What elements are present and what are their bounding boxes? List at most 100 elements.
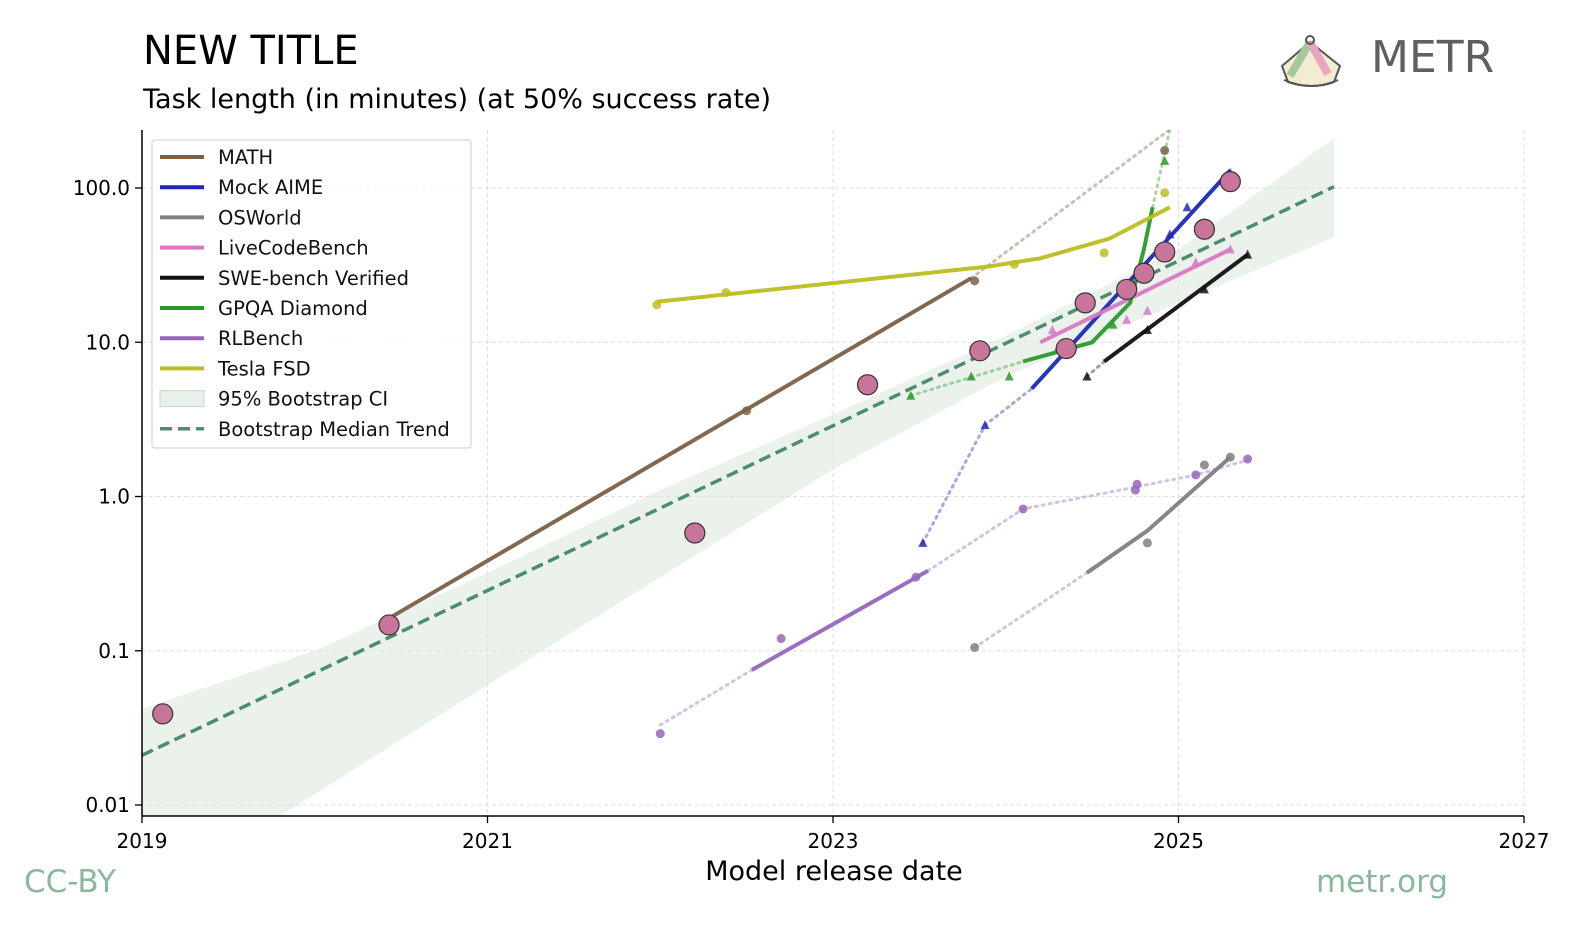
gpqa-diamond-point xyxy=(1160,155,1170,165)
legend-box xyxy=(151,139,472,449)
brand-name: METR xyxy=(1371,32,1495,83)
chart-subtitle: Task length (in minutes) (at 50% success… xyxy=(143,84,772,115)
legend-label: MATH xyxy=(218,146,273,169)
gpqa-diamond-point xyxy=(1108,319,1118,329)
series-points xyxy=(382,146,1253,739)
livecodebench-fit-line xyxy=(1039,247,1232,345)
brand-logo: METR xyxy=(1276,30,1506,92)
gpqa-diamond-point xyxy=(906,390,916,400)
rlbench-point xyxy=(1191,470,1201,480)
site-link[interactable]: metr.org xyxy=(1316,864,1449,900)
mock-aime-point xyxy=(1182,202,1192,212)
math-fit-line xyxy=(386,276,973,622)
headline-point xyxy=(856,374,879,396)
math-point xyxy=(1160,146,1170,156)
swe-bench-verified-point xyxy=(1199,284,1209,294)
gpqa-diamond-point xyxy=(1004,371,1014,381)
metr-logo-icon xyxy=(1280,35,1342,87)
license-label: CC-BY xyxy=(24,864,116,900)
headline-point xyxy=(152,703,174,725)
headline-point xyxy=(1074,292,1096,314)
headline-points xyxy=(152,171,1241,725)
headline-point xyxy=(969,340,991,362)
tesla-fsd-point xyxy=(721,288,731,298)
headline-point xyxy=(1154,241,1176,263)
rlbench-point xyxy=(1243,454,1253,464)
x-tick-label: 2023 xyxy=(808,829,859,853)
legend-label: SWE-bench Verified xyxy=(218,267,409,290)
livecodebench-point xyxy=(1225,244,1235,254)
gpqa-diamond-extension xyxy=(909,360,1025,398)
osworld-point xyxy=(1225,452,1235,462)
swe-bench-verified-extension xyxy=(1085,360,1106,378)
series-fit-lines xyxy=(386,130,1250,727)
livecodebench-point xyxy=(1122,314,1132,324)
mock-aime-point xyxy=(980,420,990,430)
math-extension xyxy=(969,130,1172,280)
tesla-fsd-point xyxy=(652,300,662,310)
ci-band xyxy=(142,138,1334,816)
rlbench-point xyxy=(776,634,786,644)
swe-bench-verified-point xyxy=(1243,249,1253,259)
legend-label: OSWorld xyxy=(218,206,302,229)
x-tick-label: 2019 xyxy=(117,829,168,853)
tesla-fsd-point xyxy=(1099,248,1109,258)
x-tick-label: 2021 xyxy=(462,829,513,853)
y-tick-label: 0.01 xyxy=(85,793,130,817)
x-axis-label: Model release date xyxy=(705,856,963,887)
headline-point xyxy=(1193,218,1216,240)
rlbench-extension xyxy=(658,668,754,727)
legend: MATH Mock AIME OSWorld LiveCodeBench SWE-ben… xyxy=(151,139,472,449)
axes: 2019 2021 2023 2025 2027 0.01 0.1 1.0 10.0 100.0 xyxy=(73,130,1550,853)
swe-bench-verified-point xyxy=(1142,325,1152,335)
rlbench-point xyxy=(1018,504,1028,514)
mock-aime-point xyxy=(1165,229,1175,239)
headline-point xyxy=(1133,262,1155,284)
headline-point xyxy=(684,522,706,544)
x-tick-label: 2027 xyxy=(1499,829,1550,853)
ci-band-area xyxy=(142,138,1334,816)
headline-point xyxy=(378,614,400,636)
y-tick-label: 1.0 xyxy=(98,485,130,509)
swe-bench-verified-fit-line xyxy=(1103,252,1249,364)
x-tick-label: 2025 xyxy=(1153,829,1204,853)
livecodebench-point xyxy=(1047,325,1057,335)
headline-point xyxy=(1116,278,1138,301)
headline-point xyxy=(1055,337,1077,360)
osworld-point xyxy=(1199,460,1209,470)
osworld-point xyxy=(970,642,980,652)
legend-label: 95% Bootstrap CI xyxy=(218,388,388,411)
rlbench-point xyxy=(911,572,921,582)
legend-label: Tesla FSD xyxy=(217,357,311,380)
legend-label: Mock AIME xyxy=(218,176,323,199)
rlbench-point xyxy=(1132,479,1142,489)
y-tick-label: 10.0 xyxy=(85,330,130,354)
legend-label: GPQA Diamond xyxy=(218,297,368,320)
osworld-fit-line xyxy=(1085,455,1232,575)
livecodebench-point xyxy=(1191,257,1201,267)
legend-label: LiveCodeBench xyxy=(218,237,369,260)
tesla-fsd-point xyxy=(1009,259,1019,269)
legend-label: RLBench xyxy=(218,327,303,350)
osworld-extension xyxy=(973,571,1089,649)
math-point xyxy=(742,406,752,416)
headline-point xyxy=(1219,171,1241,193)
math-point xyxy=(970,276,980,286)
y-tick-label: 100.0 xyxy=(73,176,130,200)
gpqa-diamond-point xyxy=(966,371,976,381)
legend-swatch xyxy=(159,390,205,408)
osworld-point xyxy=(1142,538,1152,548)
gpqa-diamond-extension xyxy=(1151,130,1172,209)
rlbench-point xyxy=(655,729,665,739)
tesla-fsd-fit-line xyxy=(656,205,1171,304)
rlbench-extension xyxy=(926,458,1250,573)
swe-bench-verified-point xyxy=(1082,371,1092,381)
rlbench-fit-line xyxy=(750,569,929,672)
mock-aime-point xyxy=(918,537,928,547)
y-tick-label: 0.1 xyxy=(98,639,130,663)
tesla-fsd-point xyxy=(1160,188,1170,198)
legend-label: Bootstrap Median Trend xyxy=(218,418,450,441)
chart-title: NEW TITLE xyxy=(143,28,359,74)
livecodebench-point xyxy=(1142,305,1152,315)
